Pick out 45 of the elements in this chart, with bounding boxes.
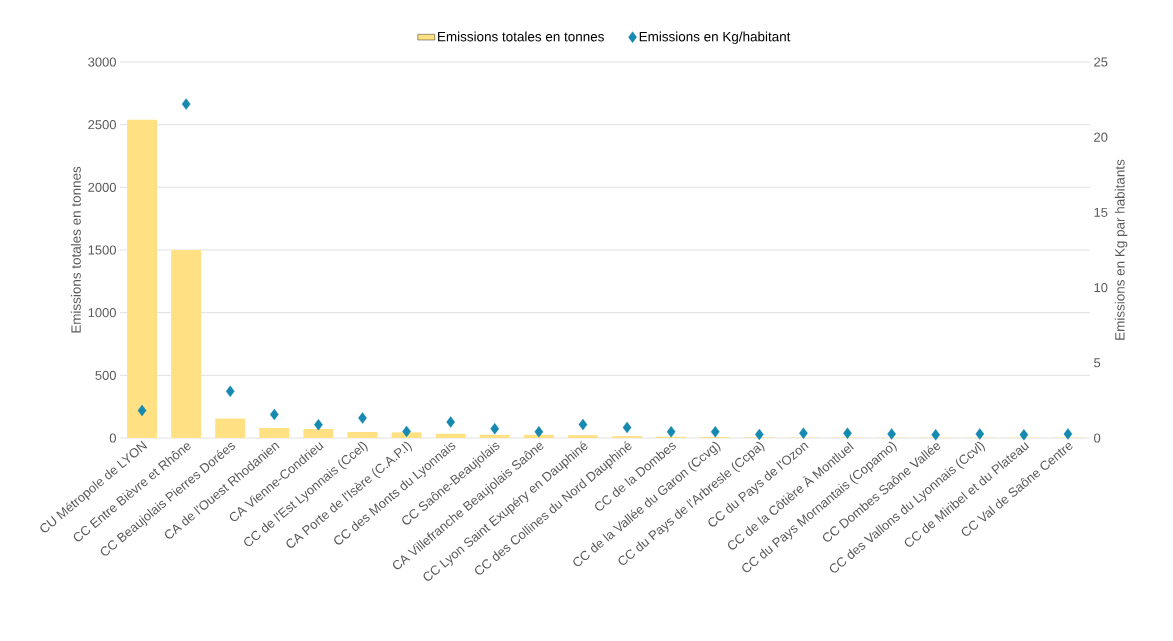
y-tick-label: 3000 — [88, 57, 116, 67]
point — [358, 412, 367, 424]
y-axis-title: Emissions totales en tonnes — [70, 166, 81, 333]
y2-tick-label: 5 — [1094, 358, 1101, 368]
point — [931, 429, 941, 441]
bar — [127, 119, 158, 438]
y-tick-label: 2500 — [88, 120, 116, 130]
point — [534, 426, 544, 438]
point — [710, 426, 720, 438]
point — [1019, 429, 1029, 441]
bar — [567, 435, 598, 438]
y-tick-label: 1500 — [88, 245, 116, 255]
point — [181, 98, 191, 110]
y2-tick-label: 20 — [1094, 132, 1108, 142]
point — [314, 419, 323, 431]
point — [887, 428, 896, 440]
point — [225, 385, 235, 398]
point — [843, 427, 852, 439]
bar — [215, 418, 246, 438]
point — [578, 418, 588, 431]
point — [1063, 428, 1073, 440]
bar — [171, 250, 202, 438]
point — [622, 421, 632, 434]
y-tick-label: 2000 — [88, 182, 116, 192]
point — [666, 426, 676, 438]
bar — [303, 428, 334, 438]
point — [799, 427, 808, 439]
point — [137, 404, 147, 417]
y2-tick-label: 10 — [1094, 283, 1108, 293]
y2-axis-title: Emissions en Kg par habitants — [1114, 159, 1128, 340]
bar — [435, 433, 466, 438]
bar — [347, 431, 378, 438]
y-tick-label: 0 — [109, 433, 116, 443]
point — [446, 416, 456, 428]
y2-tick-label: 25 — [1094, 57, 1108, 67]
bar — [479, 434, 510, 438]
legend-label: Emissions en Kg/habitant — [639, 31, 791, 45]
y2-tick-label: 0 — [1094, 433, 1101, 443]
legend-label: Emissions totales en tonnes — [438, 31, 604, 42]
y2-tick-label: 15 — [1094, 207, 1108, 217]
point — [975, 428, 985, 440]
y-tick-label: 1000 — [88, 308, 116, 318]
bar — [259, 427, 290, 438]
point — [490, 422, 500, 435]
y-tick-label: 500 — [95, 370, 116, 380]
